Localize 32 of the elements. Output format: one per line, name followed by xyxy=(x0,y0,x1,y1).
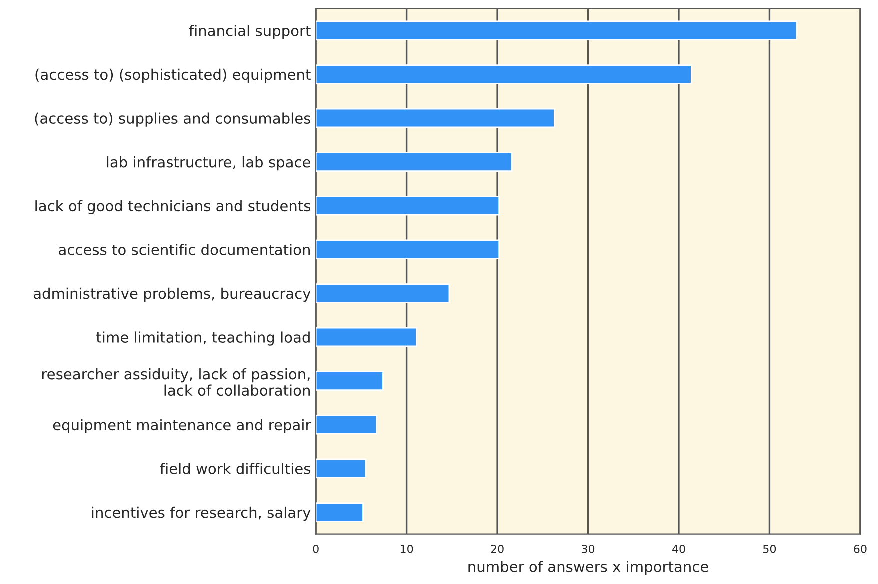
y-tick-label: equipment maintenance and repair xyxy=(53,419,312,434)
x-tick-label: 20 xyxy=(491,544,504,554)
bar xyxy=(316,152,513,172)
x-tick-label: 50 xyxy=(764,544,776,554)
x-tick-label: 30 xyxy=(582,544,595,554)
y-tick-label: access to scientific documentation xyxy=(59,244,310,256)
y-tick-label: lab infrastructure, lab space xyxy=(107,156,310,171)
x-tick-label: 60 xyxy=(854,544,867,554)
y-tick-label: lack of good technicians and students xyxy=(36,200,311,214)
bar xyxy=(316,414,378,435)
bar xyxy=(316,108,556,128)
y-tick-label: administrative problems, bureaucracy xyxy=(34,288,311,302)
y-tick-label: financial support xyxy=(189,25,311,40)
x-tick-label: 40 xyxy=(672,544,686,554)
bar xyxy=(316,327,418,348)
y-tick-label: time limitation, teaching load xyxy=(96,332,310,346)
bar xyxy=(316,458,367,479)
bar xyxy=(316,284,450,304)
y-tick-label: (access to) supplies and consumables xyxy=(35,112,311,127)
bar xyxy=(316,196,500,216)
bar xyxy=(316,502,364,522)
bar xyxy=(316,240,500,260)
x-tick-label: 0 xyxy=(313,544,319,554)
y-tick-label: incentives for research, salary xyxy=(92,506,311,522)
y-tick-label: researcher assiduity, lack of passion, lack of collaboration xyxy=(42,368,310,396)
x-axis-title: number of answers x importance xyxy=(468,561,708,576)
y-tick-label: (access to) (sophisticated) equipment xyxy=(36,68,311,84)
y-tick-label: field work difficulties xyxy=(160,463,311,474)
bar xyxy=(316,20,798,41)
x-tick-label: 10 xyxy=(400,544,414,554)
bar xyxy=(316,371,384,391)
bar xyxy=(316,64,692,84)
